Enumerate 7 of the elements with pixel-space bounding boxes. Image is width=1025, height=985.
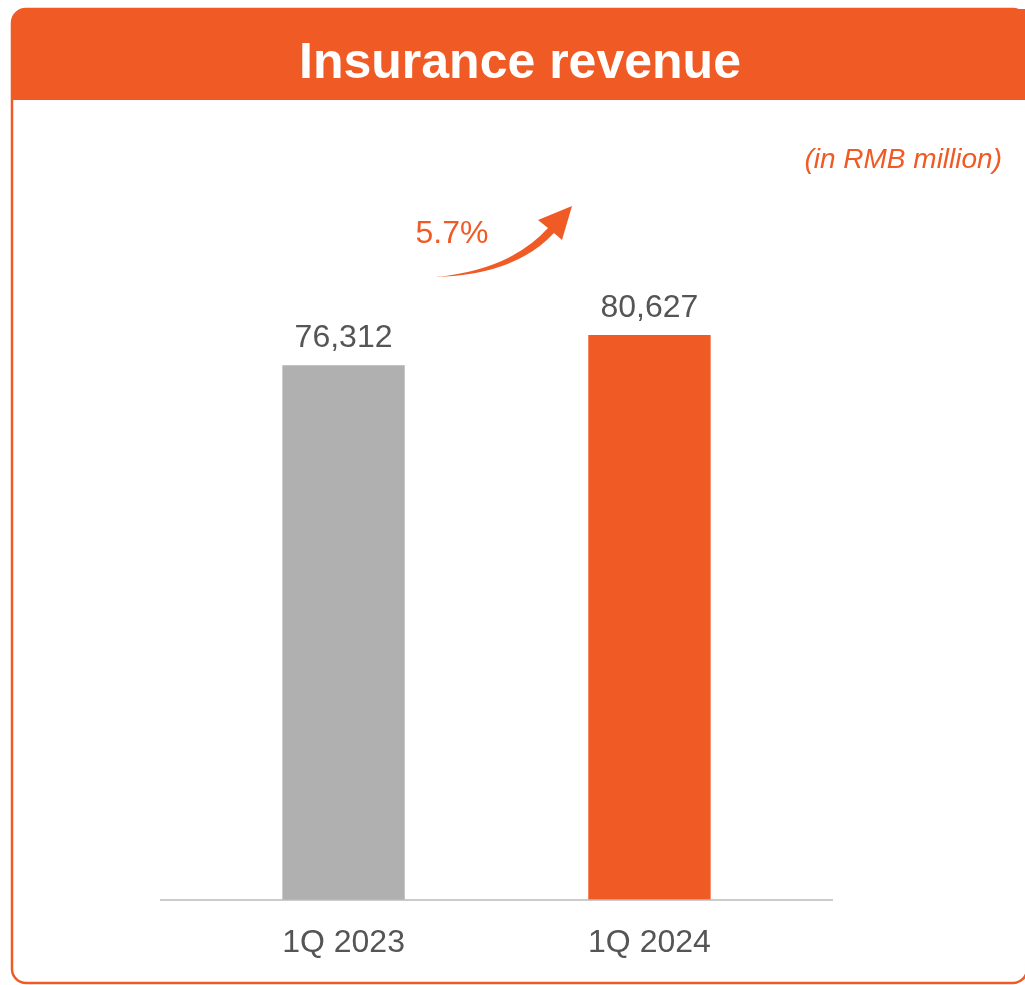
data-label: 80,627 <box>600 288 699 324</box>
text: 5.7% <box>415 214 489 250</box>
x-tick-label: 1Q 2023 <box>282 923 405 959</box>
x-tick-label: 1Q 2024 <box>588 923 711 959</box>
chart-title: Insurance revenue <box>299 33 741 89</box>
text: (in RMB million) <box>804 143 1002 174</box>
data-label: 76,312 <box>294 318 393 355</box>
